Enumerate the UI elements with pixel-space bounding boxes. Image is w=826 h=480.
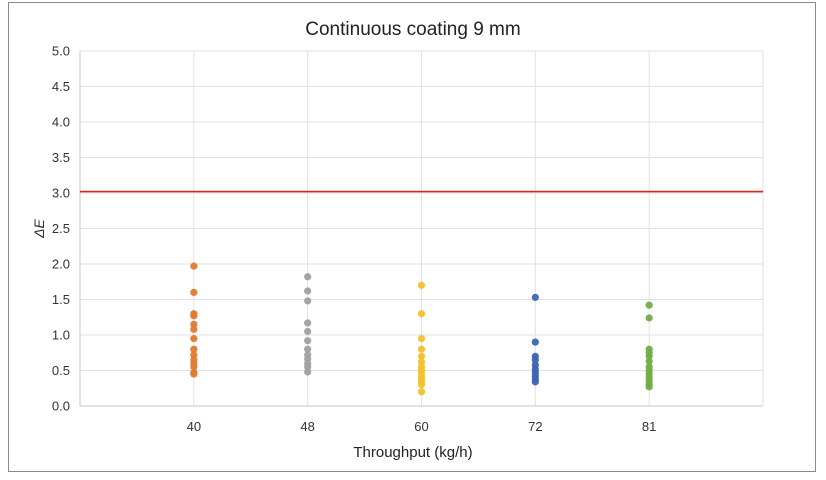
data-point-60: [417, 281, 426, 289]
data-point-48: [304, 273, 312, 281]
y-tick-label: 1.0: [52, 328, 70, 343]
x-tick-labels: 40 48 60 72 81: [187, 419, 657, 434]
y-axis-label: ΔE: [31, 218, 47, 238]
data-points: [190, 262, 653, 396]
y-tick-label: 4.0: [52, 115, 70, 130]
data-point-48: [304, 327, 312, 336]
data-point-60: [417, 352, 426, 360]
data-point-40: [190, 262, 198, 270]
y-tick-label: 2.5: [52, 221, 70, 236]
data-point-60: [417, 388, 426, 396]
data-point-60: [417, 381, 426, 389]
chart-frame: [8, 2, 816, 472]
y-tick-label: 3.0: [52, 186, 70, 201]
y-tick-label: 5.0: [52, 44, 70, 59]
x-tick-label: 72: [528, 419, 542, 434]
x-tick-label: 81: [642, 419, 656, 434]
data-point-81: [645, 352, 653, 360]
x-tick-label: 40: [187, 419, 201, 434]
y-tick-label: 2.0: [52, 257, 70, 272]
data-point-72: [531, 356, 539, 364]
data-point-40: [190, 320, 198, 328]
data-point-40: [190, 370, 198, 378]
data-point-48: [304, 297, 312, 305]
data-point-40: [190, 334, 198, 343]
data-point-40: [190, 351, 198, 359]
x-tick-label: 60: [414, 419, 428, 434]
data-point-48: [304, 337, 312, 345]
data-point-40: [190, 312, 198, 320]
data-point-40: [190, 325, 198, 333]
data-point-60: [417, 310, 426, 318]
y-tick-label: 1.5: [52, 292, 70, 307]
y-tick-label: 0.5: [52, 363, 70, 378]
gridlines: [80, 50, 763, 406]
y-tick-labels: 0.0 0.5 1.0 1.5 2.0 2.5 3.0 3.5 4.0 4.5 5.0: [52, 44, 70, 414]
chart-title: Continuous coating 9 mm: [305, 19, 521, 40]
x-axis-label: Throughput (kg/h): [353, 444, 473, 461]
data-point-81: [645, 357, 653, 365]
data-point-40: [190, 288, 198, 296]
data-point-48: [304, 319, 312, 327]
y-tick-label: 0.0: [52, 399, 70, 414]
data-point-81: [645, 314, 653, 322]
data-point-40: [190, 363, 198, 371]
data-point-72: [531, 293, 539, 301]
data-point-48: [304, 368, 312, 376]
data-point-40: [190, 345, 198, 353]
y-tick-label: 4.5: [52, 79, 70, 94]
data-point-81: [645, 301, 653, 309]
data-point-60: [417, 334, 426, 343]
data-point-60: [417, 345, 426, 353]
data-point-60: [417, 358, 426, 366]
data-point-72: [531, 378, 539, 386]
data-point-48: [304, 345, 312, 353]
data-point-72: [531, 338, 539, 346]
data-point-48: [304, 363, 312, 371]
x-tick-label: 48: [300, 419, 314, 434]
data-point-81: [645, 383, 653, 391]
y-tick-label: 3.5: [52, 150, 70, 165]
axes: [79, 51, 764, 407]
data-point-48: [304, 287, 312, 295]
